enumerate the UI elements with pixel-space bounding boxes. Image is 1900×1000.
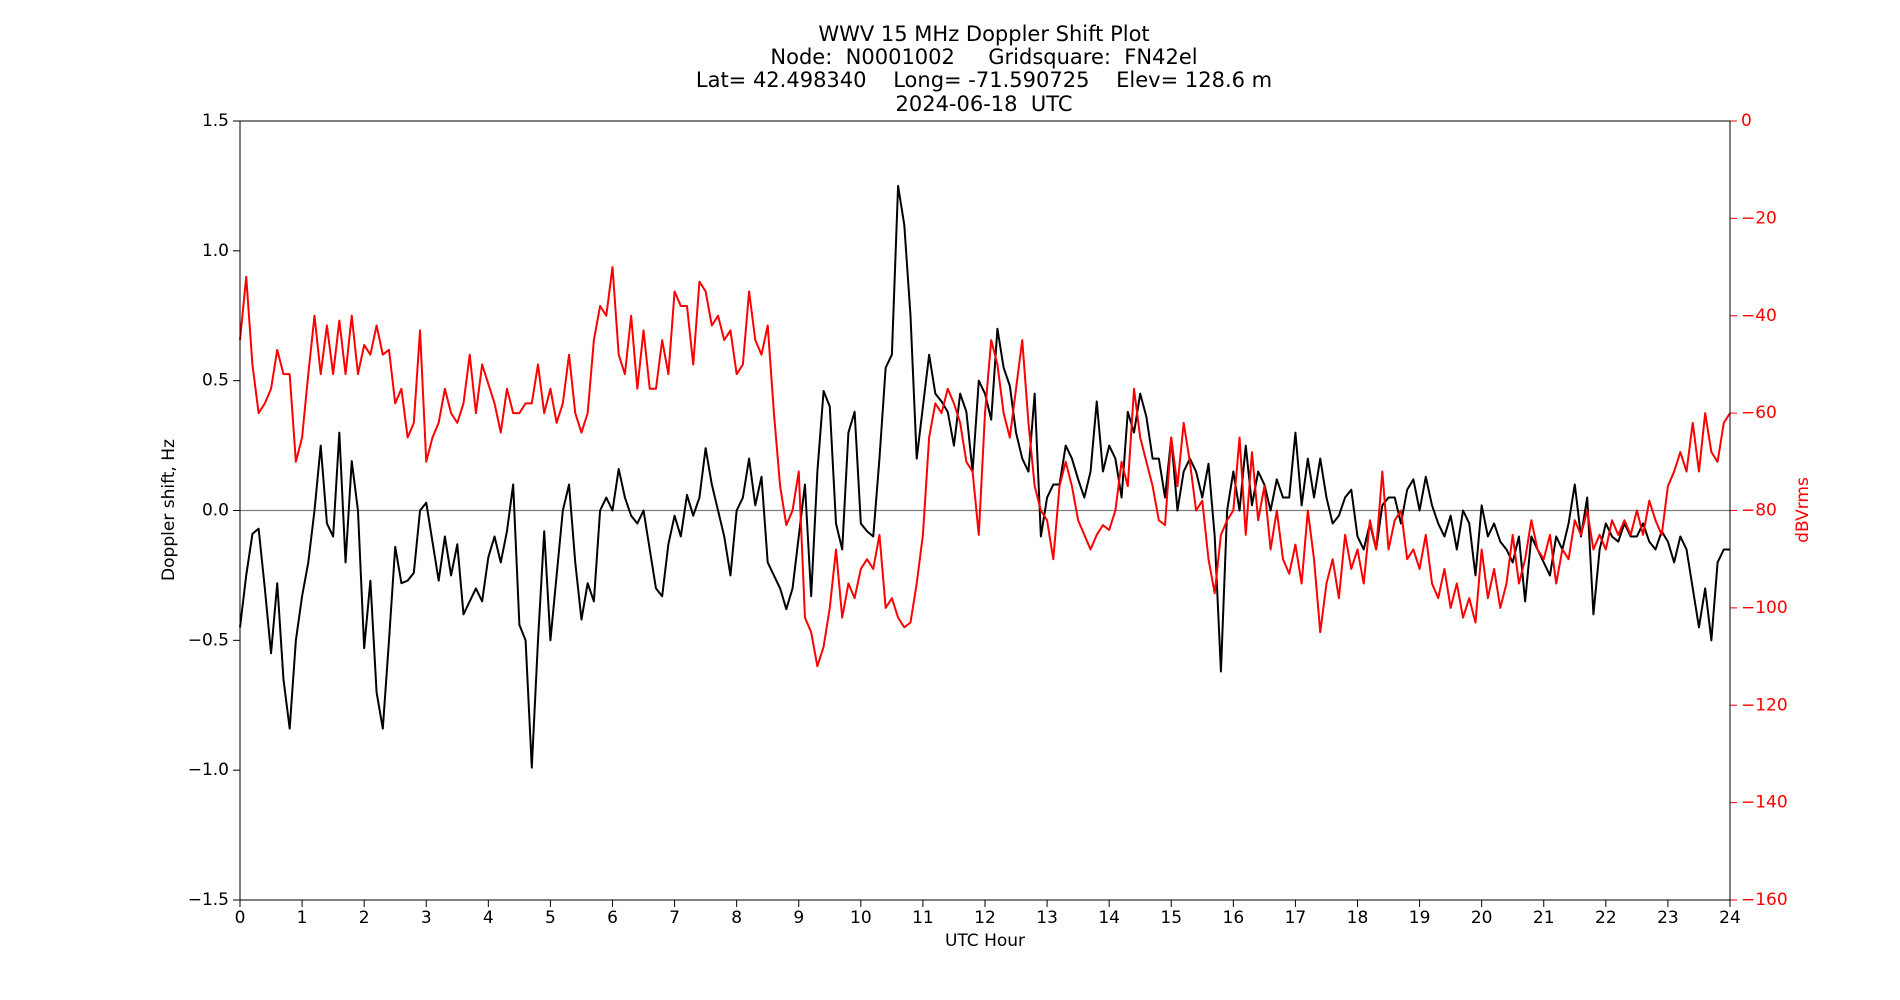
x-tick-label: 14: [1098, 908, 1120, 928]
x-tick-label: 0: [235, 908, 246, 928]
x-tick-label: 21: [1533, 908, 1555, 928]
y2-tick-label: −40: [1741, 306, 1777, 326]
y2-tick-label: −140: [1741, 793, 1788, 813]
chart-subtitle: Node: N0001002 Gridsquare: FN42el: [770, 45, 1197, 69]
x-tick-label: 23: [1657, 908, 1679, 928]
y2-tick-label: −100: [1741, 598, 1788, 618]
y-tick-label: −1.5: [188, 890, 229, 910]
x-tick-label: 18: [1347, 908, 1369, 928]
y-axis-label: Doppler shift, Hz: [159, 439, 179, 581]
x-tick-label: 22: [1595, 908, 1617, 928]
x-tick-label: 3: [421, 908, 432, 928]
x-tick-label: 4: [483, 908, 494, 928]
x-tick-label: 16: [1223, 908, 1245, 928]
x-tick-label: 5: [545, 908, 556, 928]
y2-tick-label: −20: [1741, 208, 1777, 228]
y2-tick-label: −80: [1741, 501, 1777, 521]
x-tick-label: 15: [1160, 908, 1182, 928]
y2-tick-label: −120: [1741, 695, 1788, 715]
y-tick-label: 0.5: [202, 371, 229, 391]
chart-subtitle: Lat= 42.498340 Long= -71.590725 Elev= 12…: [696, 68, 1272, 92]
y-tick-label: 0.0: [202, 501, 229, 521]
y2-tick-label: 0: [1741, 111, 1752, 131]
x-tick-label: 7: [669, 908, 680, 928]
x-tick-label: 1: [297, 908, 308, 928]
x-tick-label: 10: [850, 908, 872, 928]
x-tick-label: 6: [607, 908, 618, 928]
x-tick-label: 20: [1471, 908, 1493, 928]
chart-title: WWV 15 MHz Doppler Shift Plot: [818, 22, 1149, 46]
y2-tick-label: −160: [1741, 890, 1788, 910]
data-line: [239, 184, 1730, 769]
x-tick-label: 11: [912, 908, 934, 928]
x-tick-label: 13: [1036, 908, 1058, 928]
y-tick-label: 1.0: [202, 241, 229, 261]
x-tick-label: 17: [1285, 908, 1307, 928]
x-tick-label: 12: [974, 908, 996, 928]
y-tick-label: −0.5: [188, 630, 229, 650]
x-tick-label: 24: [1719, 908, 1741, 928]
x-tick-label: 2: [359, 908, 370, 928]
x-tick-label: 9: [793, 908, 804, 928]
x-tick-label: 19: [1409, 908, 1431, 928]
chart-subtitle: 2024-06-18 UTC: [895, 92, 1072, 116]
x-tick-label: 8: [731, 908, 742, 928]
plot-frame: [239, 120, 1731, 901]
y2-tick-label: −60: [1741, 403, 1777, 423]
y-tick-label: −1.0: [188, 760, 229, 780]
y2-axis-label: dBVrms: [1793, 477, 1813, 543]
x-axis-label: UTC Hour: [945, 931, 1025, 951]
y-tick-label: 1.5: [202, 111, 229, 131]
data-line: [239, 266, 1731, 668]
